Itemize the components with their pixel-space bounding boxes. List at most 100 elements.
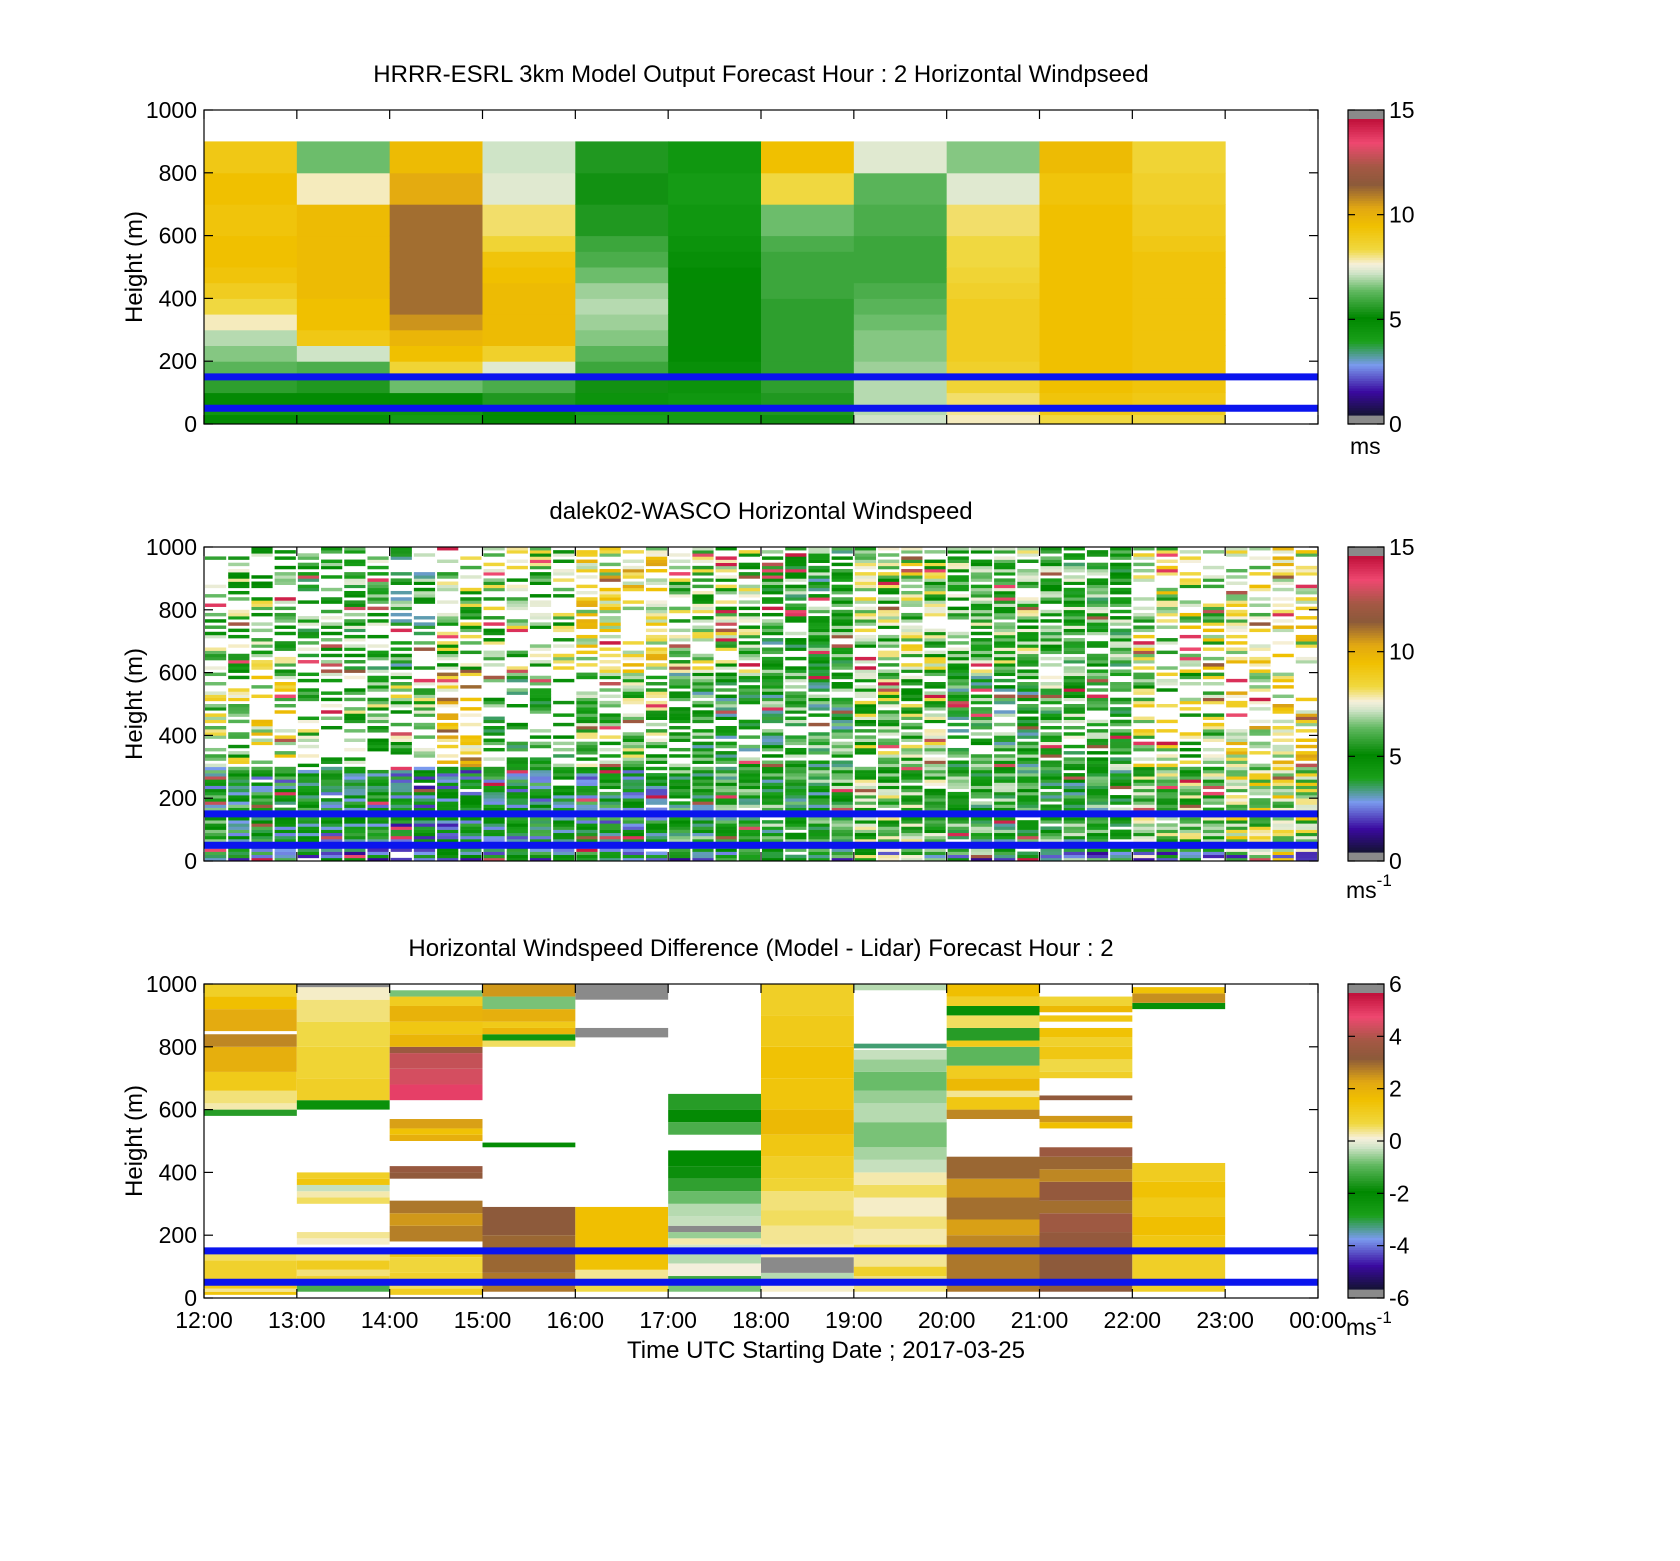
- lidar-cell: [924, 672, 946, 677]
- lidar-cell: [738, 612, 760, 617]
- lidar-cell: [460, 826, 482, 830]
- lidar-cell: [321, 832, 343, 837]
- lidar-cell: [970, 660, 993, 664]
- lidar-cell: [205, 854, 227, 859]
- lidar-cell: [878, 744, 900, 749]
- lidar-cell: [205, 782, 227, 786]
- colorbar-swatch: [1348, 741, 1384, 745]
- lidar-cell: [901, 704, 923, 708]
- colorbar-swatch: [1348, 1232, 1384, 1236]
- colorbar-swatch: [1348, 350, 1384, 354]
- lidar-cell: [460, 769, 482, 774]
- lidar-cell: [413, 751, 436, 755]
- model-cell: [204, 345, 298, 362]
- difference-band: [761, 1078, 854, 1110]
- lidar-cell: [390, 732, 412, 736]
- lidar-cell: [344, 562, 366, 567]
- lidar-cell: [344, 791, 366, 796]
- lidar-cell: [854, 578, 877, 582]
- colorbar-swatch: [1348, 558, 1384, 562]
- lidar-cell: [901, 694, 923, 699]
- lidar-cell: [321, 597, 343, 601]
- lidar-cell: [901, 795, 923, 799]
- model-cell: [482, 204, 576, 237]
- model-cell: [1132, 172, 1226, 205]
- lidar-cell: [808, 713, 830, 717]
- lidar-cell: [878, 650, 900, 655]
- lidar-cell: [645, 638, 668, 642]
- lidar-cell: [715, 547, 737, 551]
- lidar-cell: [274, 832, 296, 837]
- lidar-cell: [390, 835, 412, 840]
- lidar-cell: [228, 826, 250, 830]
- lidar-cell: [321, 785, 343, 790]
- lidar-cell: [1295, 716, 1317, 720]
- lidar-cell: [854, 584, 877, 589]
- lidar-cell: [970, 719, 993, 724]
- lidar-cell: [1226, 619, 1248, 623]
- lidar-cell: [506, 817, 528, 821]
- lidar-cell: [715, 675, 737, 680]
- lidar-cell: [994, 685, 1016, 689]
- lidar-cell: [576, 763, 598, 768]
- colorbar-swatch: [1348, 249, 1384, 253]
- lidar-cell: [576, 694, 598, 699]
- lidar-cell: [506, 785, 528, 790]
- lidar-cell: [901, 823, 923, 827]
- lidar-cell: [715, 568, 737, 573]
- lidar-cell: [854, 716, 877, 720]
- lidar-cell: [1295, 826, 1317, 830]
- lidar-cell: [738, 763, 760, 768]
- lidar-cell: [297, 556, 320, 560]
- colorbar-swatch: [1348, 271, 1384, 275]
- model-cell: [1132, 267, 1226, 284]
- lidar-cell: [390, 857, 412, 861]
- lidar-cell: [1086, 616, 1109, 620]
- lidar-cell: [901, 562, 923, 567]
- lidar-cell: [738, 795, 760, 799]
- lidar-cell: [831, 826, 853, 830]
- model-cell: [575, 376, 669, 394]
- lidar-cell: [460, 835, 482, 840]
- lidar-cell: [970, 606, 993, 611]
- lidar-cell: [483, 578, 505, 582]
- lidar-cell: [228, 609, 250, 614]
- difference-band: [482, 1206, 576, 1236]
- lidar-cell: [831, 625, 853, 629]
- lidar-cell: [297, 572, 320, 576]
- lidar-cell: [1179, 707, 1201, 711]
- colorbar-tick-label: 4: [1389, 1023, 1402, 1049]
- lidar-cell: [994, 631, 1016, 636]
- lidar-cell: [622, 713, 644, 717]
- lidar-cell: [251, 547, 273, 551]
- lidar-cell: [831, 791, 853, 796]
- model-cell: [296, 345, 391, 362]
- lidar-cell: [970, 760, 993, 764]
- lidar-cell: [785, 722, 807, 727]
- lidar-cell: [1156, 625, 1178, 629]
- model-cell: [761, 204, 855, 237]
- lidar-cell: [1110, 807, 1132, 812]
- lidar-cell: [1063, 600, 1085, 604]
- lidar-cell: [1133, 735, 1155, 739]
- lidar-cell: [1202, 826, 1225, 830]
- lidar-cell: [878, 851, 900, 856]
- lidar-cell: [576, 757, 598, 761]
- lidar-cell: [483, 776, 505, 780]
- lidar-cell: [1040, 597, 1062, 601]
- lidar-cell: [831, 603, 853, 607]
- lidar-cell: [460, 685, 482, 689]
- lidar-cell: [321, 616, 343, 620]
- lidar-cell: [529, 553, 552, 557]
- lidar-cell: [808, 707, 830, 711]
- model-cell: [296, 298, 391, 315]
- lidar-cell: [205, 851, 227, 856]
- lidar-cell: [669, 653, 691, 658]
- lidar-cell: [785, 685, 807, 689]
- lidar-cell: [483, 547, 505, 551]
- lidar-cell: [1226, 622, 1248, 626]
- lidar-cell: [854, 556, 877, 560]
- lidar-cell: [1226, 754, 1248, 758]
- lidar-cell: [669, 578, 691, 582]
- lidar-cell: [576, 562, 598, 567]
